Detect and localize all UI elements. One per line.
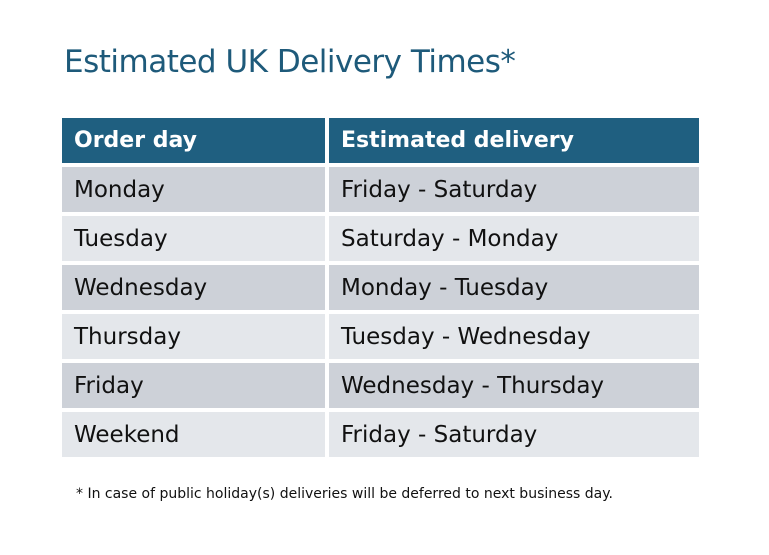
delivery-cell: Tuesday - Wednesday (329, 314, 699, 359)
column-header-estimated-delivery: Estimated delivery (329, 118, 699, 163)
order-day-cell: Friday (62, 363, 325, 408)
table-row: Wednesday Monday - Tuesday (62, 265, 699, 310)
order-day-cell: Monday (62, 167, 325, 212)
page-title: Estimated UK Delivery Times* (64, 44, 516, 80)
table-row: Thursday Tuesday - Wednesday (62, 314, 699, 359)
table-header-row: Order day Estimated delivery (62, 118, 699, 163)
delivery-cell: Friday - Saturday (329, 412, 699, 457)
delivery-times-table: Order day Estimated delivery Monday Frid… (58, 114, 703, 461)
order-day-cell: Weekend (62, 412, 325, 457)
order-day-cell: Tuesday (62, 216, 325, 261)
table-row: Friday Wednesday - Thursday (62, 363, 699, 408)
delivery-cell: Friday - Saturday (329, 167, 699, 212)
table-row: Monday Friday - Saturday (62, 167, 699, 212)
footnote: * In case of public holiday(s) deliverie… (76, 486, 613, 502)
table-row: Tuesday Saturday - Monday (62, 216, 699, 261)
order-day-cell: Wednesday (62, 265, 325, 310)
delivery-cell: Monday - Tuesday (329, 265, 699, 310)
delivery-cell: Wednesday - Thursday (329, 363, 699, 408)
column-header-order-day: Order day (62, 118, 325, 163)
order-day-cell: Thursday (62, 314, 325, 359)
table-row: Weekend Friday - Saturday (62, 412, 699, 457)
delivery-cell: Saturday - Monday (329, 216, 699, 261)
